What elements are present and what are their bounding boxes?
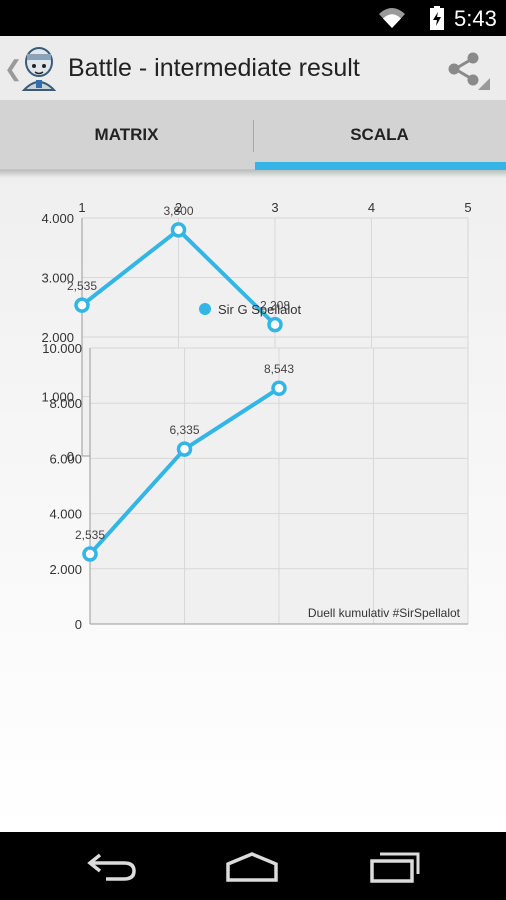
data-label: 2,208: [260, 299, 290, 313]
data-label: 6,335: [169, 423, 199, 437]
page-title: Battle - intermediate result: [68, 54, 360, 82]
back-icon[interactable]: [82, 844, 142, 888]
share-icon[interactable]: [444, 50, 492, 92]
data-point: [74, 297, 90, 313]
legend-label: Sir G Spellalot: [218, 302, 301, 317]
y-tick-label: 10.000: [42, 341, 82, 356]
x-tick-label: 4: [368, 200, 375, 215]
y-tick-label: 3.000: [41, 271, 74, 286]
knight-avatar-icon[interactable]: [18, 44, 60, 92]
y-tick-label: 2.000: [49, 562, 82, 577]
status-clock: 5:43: [454, 6, 497, 31]
data-label: 2,535: [67, 279, 97, 293]
chart-duell-kumulativ: 0 2.000 4.000 6.000 8.000 10.000 2,535 6,335 8,5…: [42, 341, 469, 632]
y-tick-label: 2.000: [41, 330, 74, 345]
tab-matrix[interactable]: MATRIX: [94, 125, 159, 144]
y-tick-label: 8.000: [49, 396, 82, 411]
y-tick-label: 1.000: [41, 390, 74, 405]
x-tick-label: 2: [175, 200, 182, 215]
navigation-bar: [0, 832, 506, 900]
data-label: 2,535: [75, 528, 105, 542]
y-tick-label: 6.000: [49, 451, 82, 466]
battery-charging-icon: [430, 6, 444, 30]
data-point: [267, 316, 283, 333]
tab-selected-indicator: [255, 162, 506, 170]
tab-scala[interactable]: SCALA: [350, 125, 409, 144]
data-label: 8,543: [264, 362, 294, 376]
tab-divider: [253, 120, 254, 152]
wifi-icon: [379, 8, 405, 28]
legend-marker: [199, 303, 211, 315]
x-tick-label: 3: [271, 200, 278, 215]
status-bar: 5:43: [0, 0, 506, 36]
y-tick-label: 4.000: [49, 507, 82, 522]
y-tick-label: 0: [75, 617, 82, 632]
action-bar: ❮ Battle - intermediate result: [0, 36, 506, 100]
data-point: [170, 222, 187, 238]
tab-shadow: [0, 170, 506, 178]
y-tick-label: 4.000: [41, 211, 74, 226]
charts-panel[interactable]: 0 1.000 2.000 3.000 4.000 1 2 3 4 5 2,535 3,800 2,20…: [0, 170, 506, 832]
data-point: [176, 441, 193, 457]
data-label: 3,800: [163, 204, 193, 218]
y-tick-label: 0: [67, 449, 74, 464]
chart-title: Duell kumulativ #SirSpellalot: [308, 606, 461, 620]
recent-apps-icon[interactable]: [366, 844, 426, 888]
up-chevron-icon[interactable]: ❮: [4, 56, 23, 81]
home-icon[interactable]: [222, 844, 282, 888]
x-tick-label: 5: [464, 200, 471, 215]
data-point: [82, 546, 98, 562]
tab-bar: MATRIX SCALA: [0, 100, 506, 170]
x-tick-label: 1: [78, 200, 85, 215]
data-point: [271, 380, 287, 396]
